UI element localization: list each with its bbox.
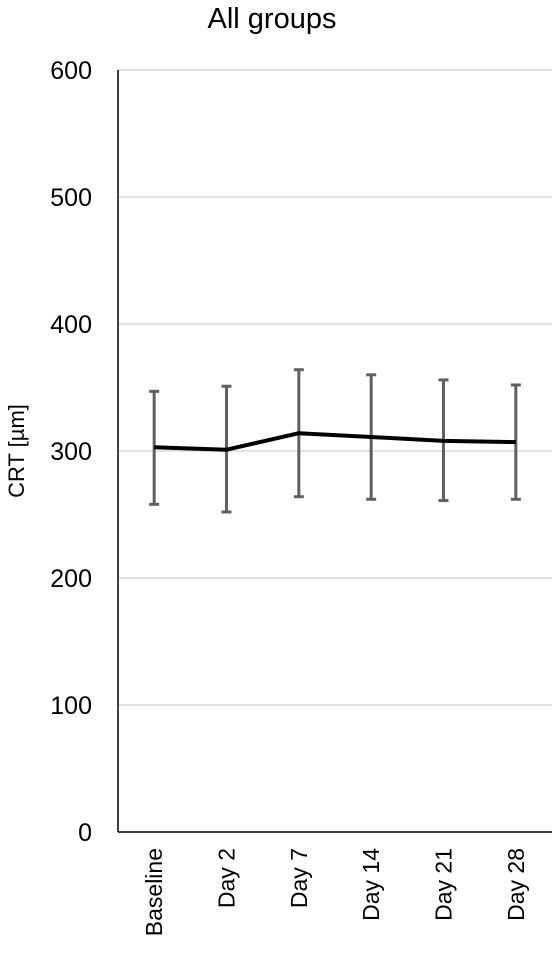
chart-title: All groups bbox=[208, 3, 337, 35]
y-tick-label: 200 bbox=[50, 565, 92, 593]
x-category-label: Baseline bbox=[141, 848, 167, 936]
y-tick-label: 600 bbox=[50, 57, 92, 85]
y-tick-label: 300 bbox=[50, 438, 92, 466]
y-tick-label: 400 bbox=[50, 311, 92, 339]
y-axis-ticks: 0 100 200 300 400 500 600 bbox=[50, 57, 92, 847]
x-category-label: Day 21 bbox=[431, 848, 457, 921]
y-tick-label: 0 bbox=[78, 819, 92, 847]
gridlines bbox=[118, 69, 552, 706]
series-line bbox=[154, 431, 516, 452]
x-category-label: Day 2 bbox=[214, 848, 240, 908]
x-category-label: Day 7 bbox=[286, 848, 312, 908]
y-tick-label: 100 bbox=[50, 692, 92, 720]
y-tick-label: 500 bbox=[50, 184, 92, 212]
x-category-label: Day 14 bbox=[358, 848, 384, 921]
x-axis-categories: Baseline Day 2 Day 7 Day 14 Day 21 Day 28 bbox=[141, 848, 529, 936]
x-category-label: Day 28 bbox=[503, 848, 529, 921]
y-axis-label: CRT [µm] bbox=[4, 404, 29, 498]
